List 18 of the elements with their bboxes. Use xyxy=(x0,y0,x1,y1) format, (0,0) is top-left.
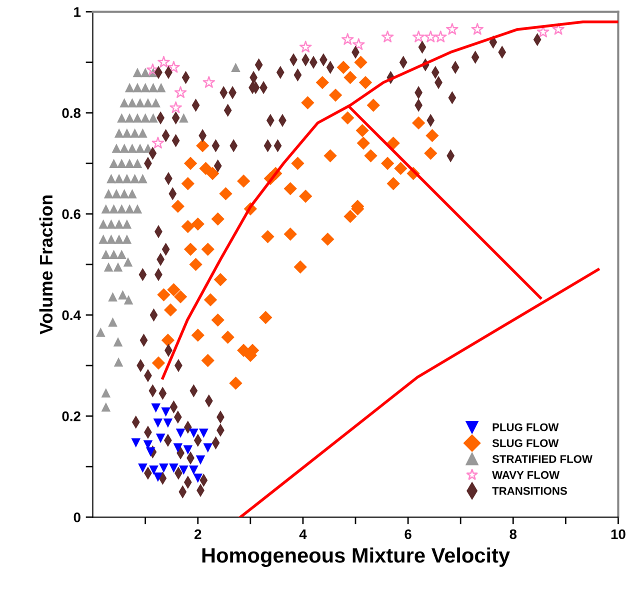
x-tick-label: 6 xyxy=(404,529,412,540)
x-tick-label: 10 xyxy=(611,529,626,540)
legend-label: WAVY FLOW xyxy=(492,471,560,479)
x-tick-label: 2 xyxy=(194,529,202,540)
y-tick-label: 0.8 xyxy=(62,108,81,118)
y-axis-title: Volume Fraction xyxy=(39,196,53,334)
y-tick-label: 0.6 xyxy=(62,209,80,220)
x-tick-label: 4 xyxy=(299,529,307,540)
legend-label: TRANSITIONS xyxy=(492,486,567,495)
y-tick-label: 0 xyxy=(74,512,80,522)
legend-label: STRATIFIED FLOW xyxy=(492,455,592,464)
x-axis-title: Homogeneous Mixture Velocity xyxy=(202,547,510,567)
y-tick-label: 1 xyxy=(74,7,81,17)
y-tick-label: 0.2 xyxy=(62,411,80,422)
legend-label: PLUG FLOW xyxy=(492,423,559,432)
legend-label: SLUG FLOW xyxy=(492,439,559,448)
y-tick-label: 0.4 xyxy=(62,310,81,320)
x-tick-label: 8 xyxy=(510,529,517,540)
